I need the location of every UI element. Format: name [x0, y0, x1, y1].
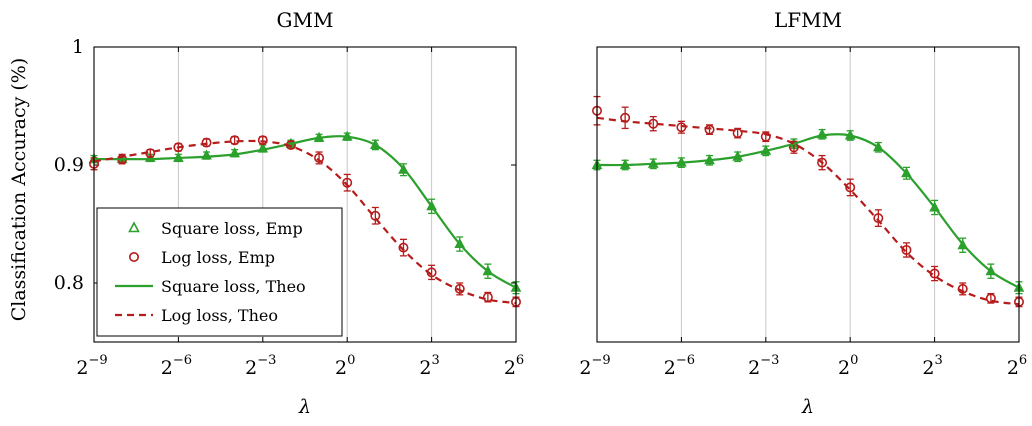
legend: Square loss, Emp Log loss, Emp Square loss… [96, 207, 343, 337]
data-point-log-loss-emp [314, 152, 325, 163]
data-point-log-loss-emp [201, 137, 212, 148]
legend-label: Square loss, Emp [161, 219, 303, 238]
legend-swatch-square-loss-emp [128, 221, 140, 233]
y-tick-label: 0.9 [54, 154, 84, 176]
x-axis-label: λ [298, 396, 311, 418]
x-tick-label: 23 [922, 353, 942, 379]
error-bar [371, 206, 379, 225]
data-point-log-loss-emp [257, 135, 268, 146]
data-point-log-loss-emp [482, 292, 493, 303]
data-point-log-loss-emp [901, 244, 912, 255]
error-bar [621, 106, 629, 130]
x-tick-label: 23 [419, 353, 439, 379]
error-bar [874, 209, 882, 228]
legend-label: Log loss, Theo [161, 306, 278, 325]
x-tick-label: 20 [335, 353, 355, 379]
chart-panel-lfmm: 2−9 2−6 2−3 20 23 26 LFMM λ [579, 8, 1027, 418]
data-point-log-loss-emp [704, 124, 715, 135]
data-point-log-loss-emp [817, 157, 828, 168]
data-point-log-loss-emp [342, 177, 353, 188]
x-tick-label: 26 [504, 353, 524, 379]
data-point-log-loss-emp [845, 182, 856, 193]
data-point-log-loss-emp [985, 293, 996, 304]
series-line-square-loss-theo [596, 133, 1020, 289]
plot-frame [93, 46, 517, 343]
x-tick-label: 2−6 [664, 353, 695, 379]
series-line-log-loss-theo [596, 116, 1020, 306]
data-point-log-loss-emp [732, 128, 743, 139]
x-tick-label: 26 [1007, 353, 1027, 379]
legend-swatch-log-loss-emp [129, 252, 140, 263]
y-axis-label: Classification Accuracy (%) [8, 58, 30, 322]
data-point-log-loss-emp [760, 131, 771, 142]
x-tick-label: 2−6 [161, 353, 192, 379]
error-bar [399, 238, 407, 257]
legend-label: Log loss, Emp [161, 248, 275, 267]
x-tick-label: 2−3 [245, 353, 276, 379]
plot-frame [596, 46, 1020, 343]
data-point-log-loss-emp [873, 213, 884, 224]
y-tick-label: 0.8 [54, 272, 84, 294]
chart-title: LFMM [774, 8, 842, 32]
error-bar [343, 173, 351, 192]
x-tick-label: 20 [838, 353, 858, 379]
chart-panel-gmm: 2−9 2−6 2−3 20 23 26 0.8 0.9 1 GMM λ Classification… [8, 8, 524, 418]
series-line-square-loss-theo [94, 135, 517, 289]
x-tick-label: 2−9 [579, 353, 610, 379]
chart-title: GMM [277, 8, 334, 32]
legend-label: Square loss, Theo [161, 277, 306, 296]
x-tick-label: 2−3 [748, 353, 779, 379]
y-tick-label: 1 [72, 36, 84, 58]
data-point-log-loss-emp [398, 242, 409, 253]
x-tick-label: 2−9 [76, 353, 107, 379]
x-axis-label: λ [801, 396, 814, 418]
data-point-log-loss-emp [454, 283, 465, 294]
error-bar [846, 178, 854, 197]
data-point-log-loss-emp [370, 210, 381, 221]
